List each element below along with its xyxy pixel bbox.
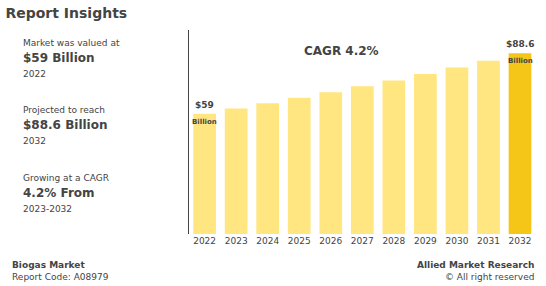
svg-text:2026: 2026	[319, 236, 342, 246]
svg-text:Biogas MarketReport Code: A089: Biogas MarketReport Code: A08979	[12, 260, 109, 282]
svg-text:Billion: Billion	[192, 118, 217, 126]
svg-text:2025: 2025	[288, 236, 311, 246]
svg-text:Market was valued at$59 Billio: Market was valued at$59 Billion2022	[23, 38, 120, 79]
svg-text:2030: 2030	[445, 236, 468, 246]
svg-text:$88.6: $88.6	[506, 39, 534, 49]
svg-text:Allied Market Research© All ri: Allied Market Research© All right reserv…	[417, 260, 534, 282]
svg-text:Report Insights: Report Insights	[5, 5, 127, 21]
svg-text:2029: 2029	[414, 236, 437, 246]
svg-text:2028: 2028	[382, 236, 405, 246]
svg-text:Billion: Billion	[508, 57, 533, 65]
svg-text:2022: 2022	[193, 236, 216, 246]
svg-text:CAGR 4.2%: CAGR 4.2%	[304, 44, 379, 58]
svg-text:2023: 2023	[225, 236, 248, 246]
svg-text:2031: 2031	[477, 236, 500, 246]
svg-text:Growing at a CAGR4.2% From2023: Growing at a CAGR4.2% From2023-2032	[23, 173, 109, 214]
svg-text:Projected to reach$88.6 Billio: Projected to reach$88.6 Billion2032	[23, 105, 108, 146]
svg-text:2032: 2032	[509, 236, 532, 246]
svg-text:2027: 2027	[351, 236, 374, 246]
svg-text:2024: 2024	[256, 236, 279, 246]
svg-text:$59: $59	[195, 100, 214, 110]
